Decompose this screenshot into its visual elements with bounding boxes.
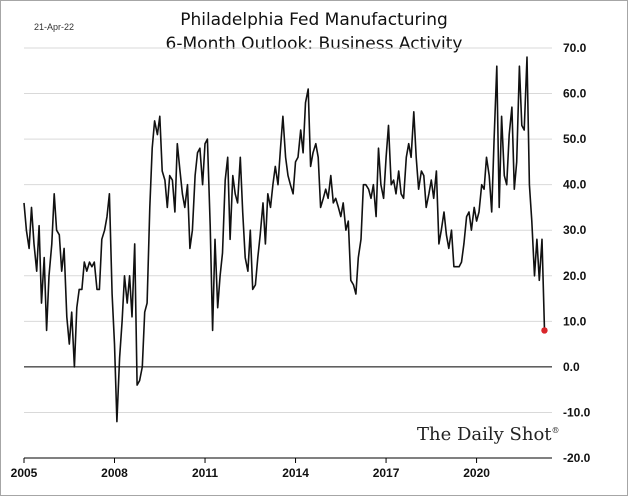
y-tick-label: 40.0: [563, 178, 587, 192]
watermark-mark: ®: [551, 426, 560, 435]
y-tick-label: 50.0: [563, 132, 587, 146]
y-tick-label: -20.0: [563, 451, 591, 465]
y-tick-label: 20.0: [563, 269, 587, 283]
x-tick-label: 2020: [463, 466, 490, 480]
y-tick-label: 60.0: [563, 87, 587, 101]
y-tick-label: 30.0: [563, 223, 587, 237]
chart-title-line2: 6-Month Outlook: Business Activity: [165, 34, 463, 54]
y-tick-label: 0.0: [563, 360, 580, 374]
x-axis-ticks: 2005 2008 2011 2014 2017 2020: [11, 457, 552, 480]
last-point-marker: [541, 327, 548, 334]
y-tick-label: -10.0: [563, 405, 591, 419]
x-tick-label: 2008: [101, 466, 128, 480]
watermark-logo: The Daily Shot®: [417, 424, 560, 445]
gridlines: [24, 47, 552, 459]
series-line: [23, 56, 546, 423]
chart-title-line1: Philadelphia Fed Manufacturing: [180, 10, 448, 30]
x-tick-label: 2014: [282, 466, 309, 480]
x-tick-label: 2017: [373, 466, 400, 480]
x-tick-label: 2005: [11, 466, 38, 480]
chart-date: 21-Apr-22: [34, 22, 75, 32]
series-group: [23, 56, 548, 423]
y-axis-ticks: 70.0 60.0 50.0 40.0 30.0 20.0 10.0 0.0 -10.0 -20.…: [563, 41, 591, 465]
x-tick-label: 2011: [192, 466, 218, 480]
y-tick-label: 70.0: [563, 41, 587, 55]
y-tick-label: 10.0: [563, 314, 587, 328]
watermark-text: The Daily Shot: [417, 424, 552, 445]
